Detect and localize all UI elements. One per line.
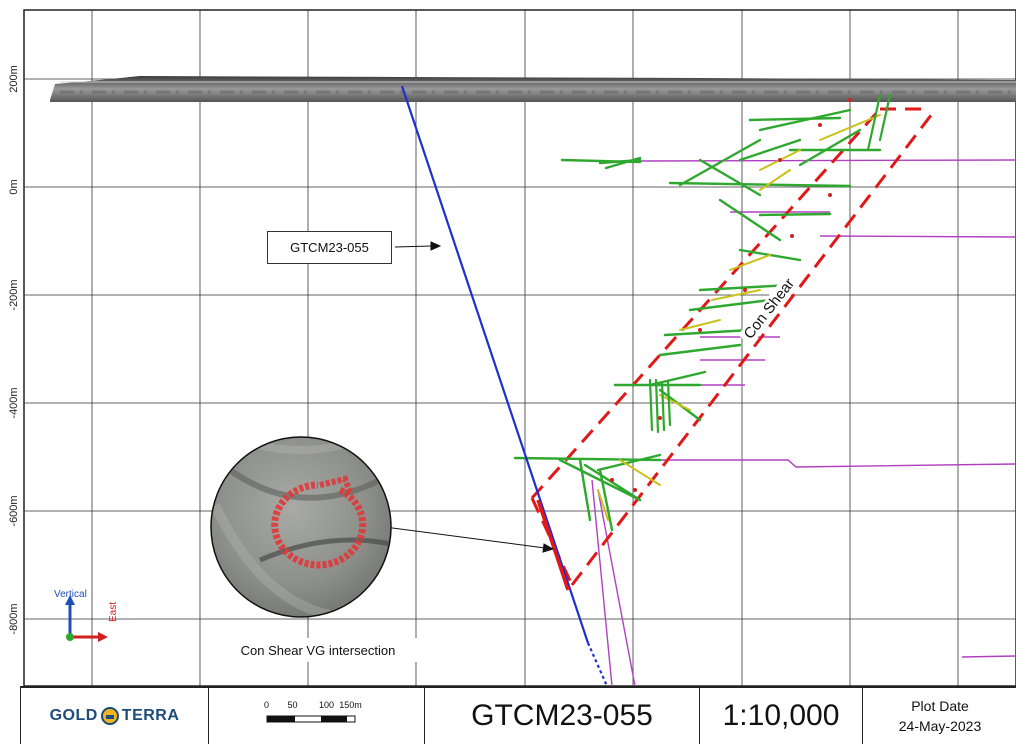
elevation-label-minus-400: -400m: [8, 387, 20, 419]
scalebar-tick-100: 100: [318, 700, 335, 710]
hole-id-cell: GTCM23-055: [425, 688, 700, 744]
callout-arrows: [369, 241, 555, 553]
core-photo-caption: Con Shear VG intersection: [218, 638, 418, 662]
elevation-label-minus-600: -600m: [8, 495, 20, 527]
elevation-label-minus-200: -200m: [8, 279, 20, 311]
title-block: GOLD TERRA 0 50 100 150m GTCM23-055 1:10…: [20, 686, 1016, 744]
plot-date-cell: Plot Date 24-May-2023: [863, 688, 1016, 744]
elevation-label-200: 200m: [8, 65, 20, 93]
scalebar-graphic: [266, 715, 355, 723]
historic-drillholes: [591, 159, 1016, 687]
drillhole-trace-gtcm23-055: [400, 85, 609, 687]
plot-hole-id: GTCM23-055: [471, 699, 653, 732]
logo-cell: GOLD TERRA: [21, 688, 209, 744]
plot-date-value: 24-May-2023: [898, 718, 982, 734]
logo-text-gold: GOLD: [49, 707, 98, 724]
scalebar-tick-50: 50: [287, 700, 298, 710]
plot-frame: [23, 9, 1016, 687]
elevation-label-minus-800: -800m: [8, 603, 20, 635]
scalebar-cell: 0 50 100 150m: [209, 688, 425, 744]
plot-date-label: Plot Date: [911, 698, 969, 714]
topography-surface: [50, 76, 1016, 102]
compass-east-label: East: [108, 601, 119, 622]
section-canvas: [23, 9, 1016, 687]
plot-scale: 1:10,000: [722, 699, 840, 732]
logo-text-terra: TERRA: [121, 707, 180, 724]
scalebar-tick-0: 0: [263, 700, 270, 710]
grid: [24, 10, 1016, 686]
compass-vertical-label: Vertical: [54, 589, 87, 600]
scalebar-tick-150: 150m: [339, 700, 362, 710]
cross-section-view: 200m 0m -200m -400m -600m -800m GTCM23-0…: [8, 9, 1016, 687]
logo-helmet-icon: [100, 707, 119, 725]
assay-intervals: [513, 93, 892, 532]
company-logo: GOLD TERRA: [50, 707, 180, 725]
drillhole-label: GTCM23-055: [267, 231, 392, 264]
scale-bar: 0 50 100 150m: [247, 696, 387, 736]
con-shear-outline: [530, 107, 937, 586]
elevation-label-0: 0m: [8, 179, 20, 195]
orientation-compass: [65, 595, 108, 642]
scale-cell: 1:10,000: [700, 688, 863, 744]
